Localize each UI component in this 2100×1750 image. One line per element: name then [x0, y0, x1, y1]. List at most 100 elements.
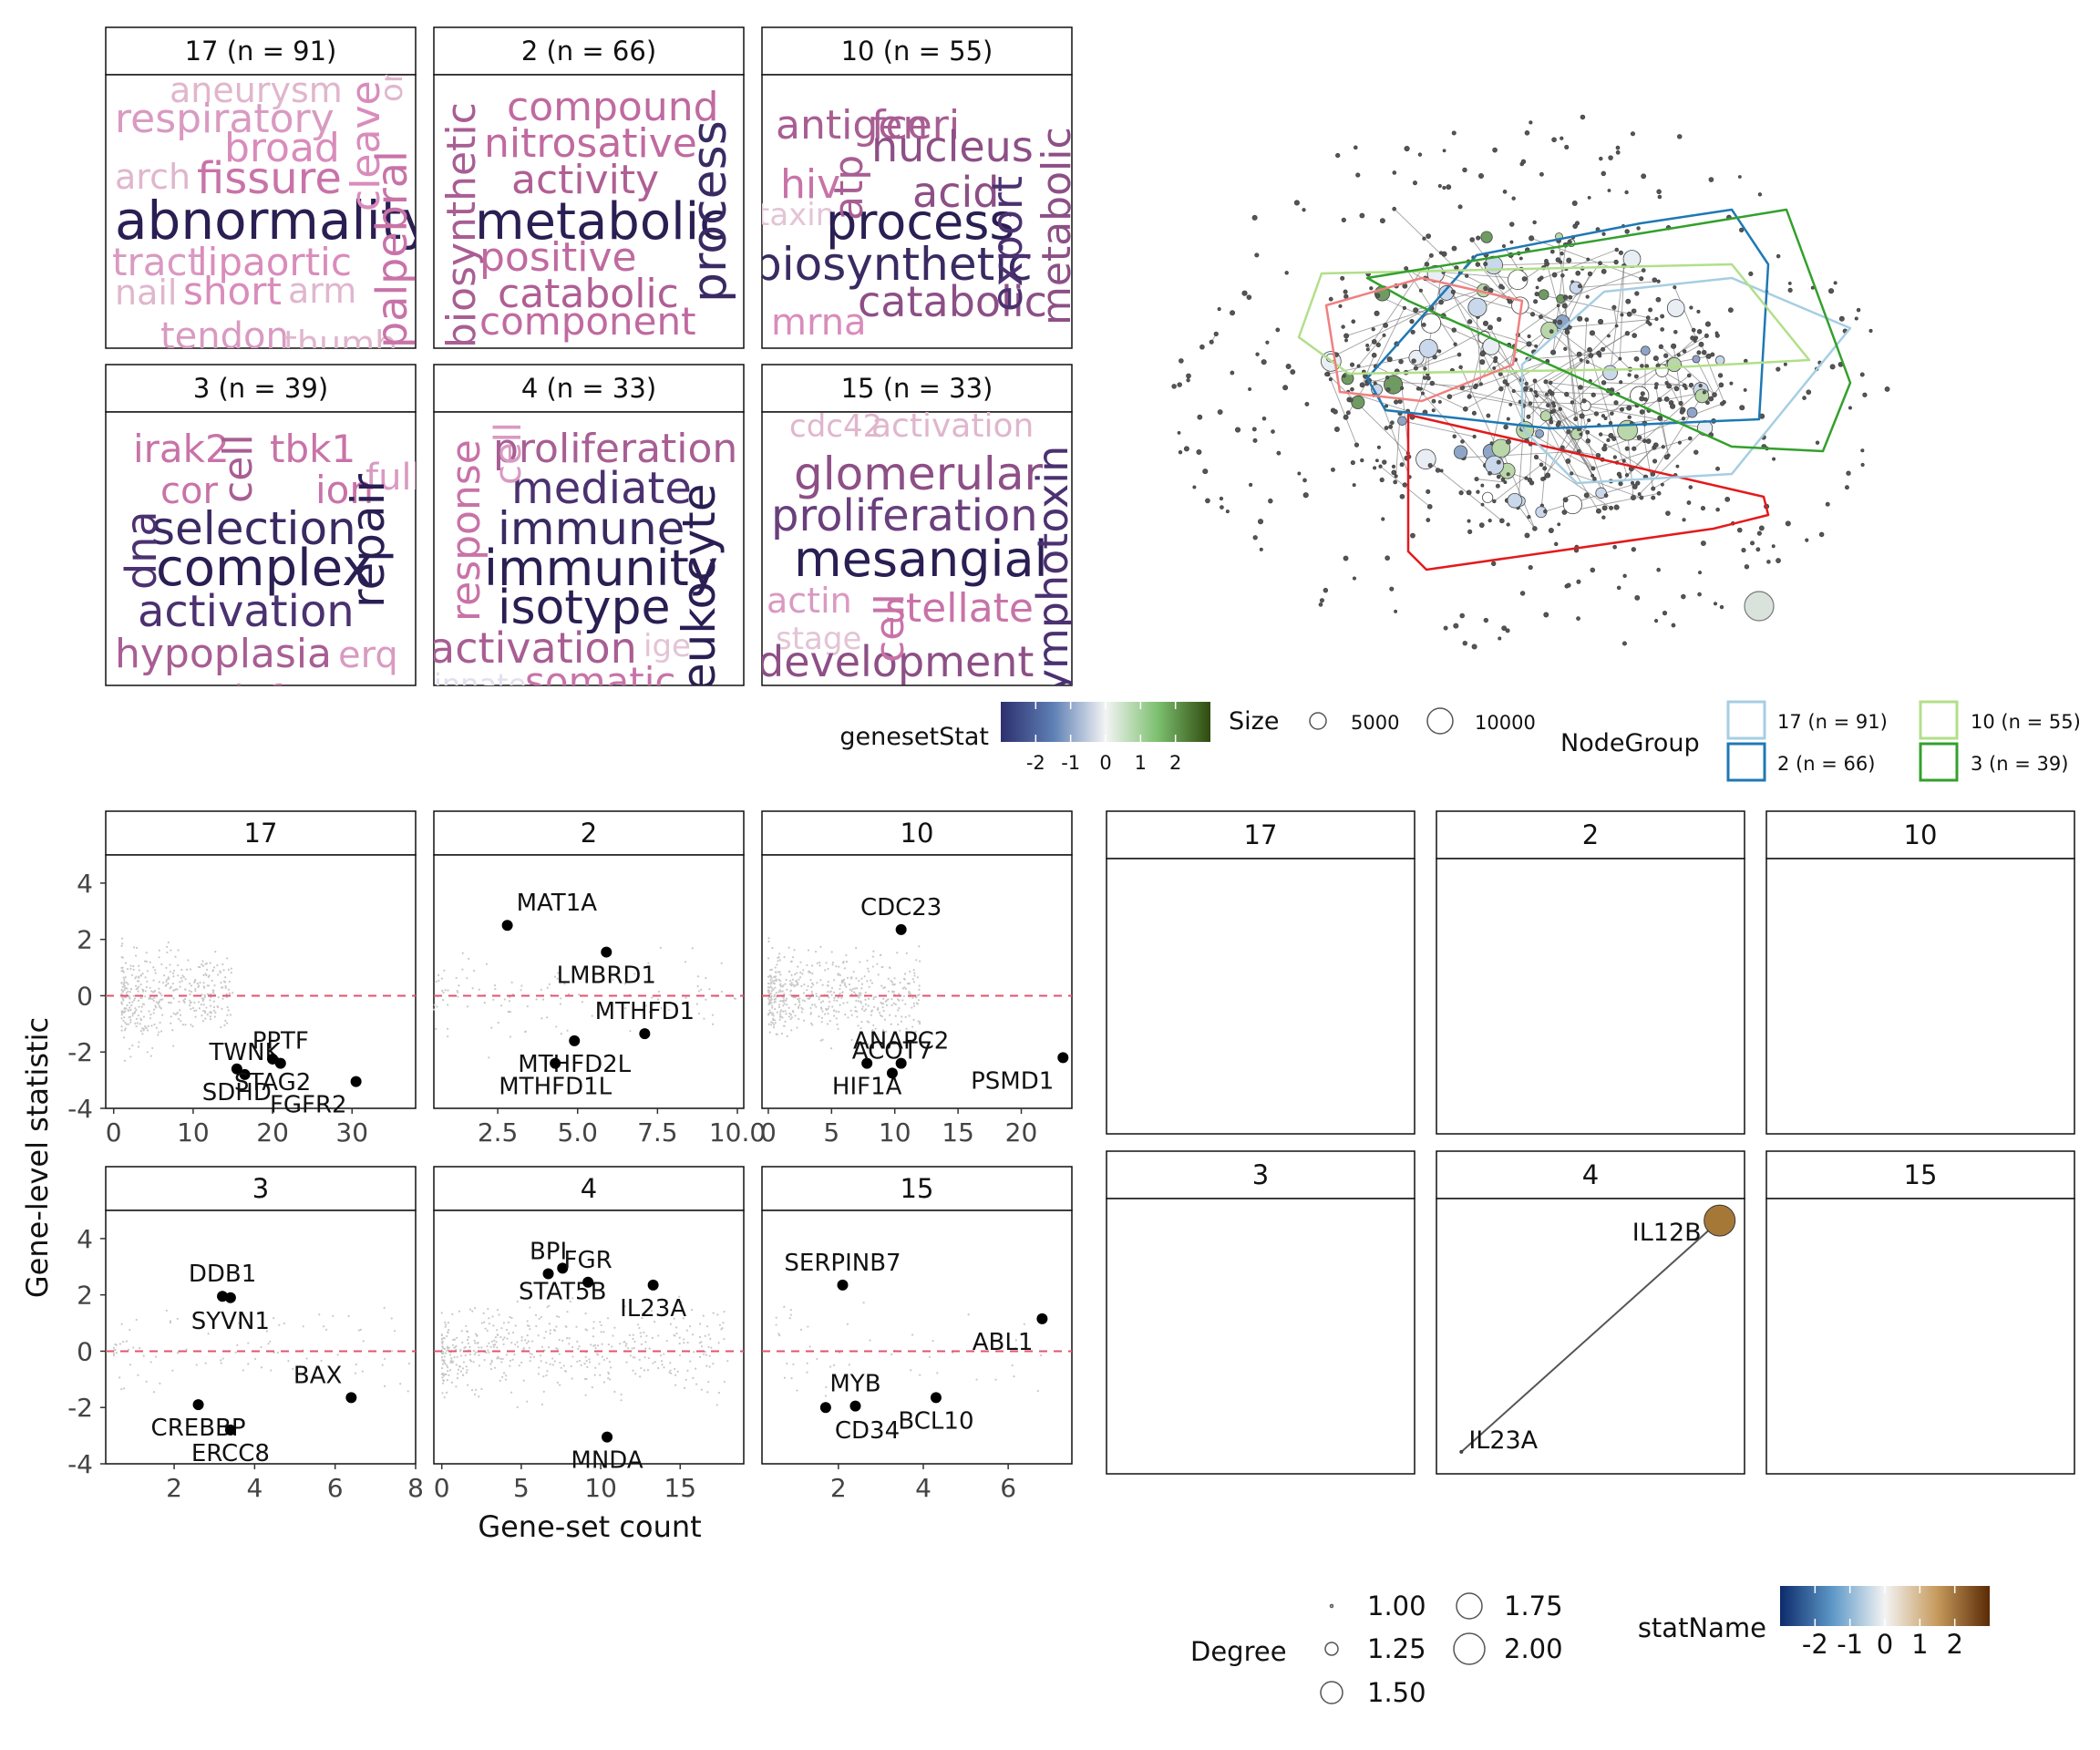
network-node [1423, 366, 1427, 371]
background-gene-point [449, 1361, 452, 1364]
labeled-gene-point [569, 1035, 581, 1046]
background-gene-point [162, 982, 165, 984]
background-gene-point [846, 1323, 849, 1325]
network-node [1544, 259, 1549, 263]
network-strip-label: 15 [1904, 1159, 1938, 1190]
background-gene-point [158, 949, 160, 952]
background-gene-point [767, 937, 770, 940]
network-node [1540, 477, 1545, 481]
background-gene-point [446, 1364, 448, 1367]
background-gene-point [704, 1334, 706, 1337]
background-gene-point [537, 1373, 540, 1375]
degree-key-1-75 [1456, 1592, 1483, 1620]
background-gene-point [665, 1340, 668, 1343]
background-gene-point [598, 1363, 601, 1365]
background-gene-point [772, 1026, 776, 1029]
network-node [1686, 407, 1698, 418]
background-gene-point [142, 1354, 145, 1357]
degree-label-1-75: 1.75 [1504, 1590, 1563, 1621]
network-node [1378, 464, 1383, 468]
background-gene-point [620, 982, 623, 984]
background-gene-point [767, 990, 770, 993]
nodegroup-key-17 [1726, 700, 1766, 740]
background-gene-point [899, 982, 901, 984]
wordcloud-strip-label: 3 (n = 39) [193, 373, 328, 404]
background-gene-point [122, 1036, 126, 1039]
background-gene-point [121, 985, 124, 988]
background-gene-point [803, 1000, 806, 1003]
background-gene-point [660, 1006, 663, 1010]
background-gene-point [883, 1018, 887, 1021]
background-gene-point [159, 1021, 161, 1024]
background-gene-point [591, 1014, 593, 1017]
background-gene-point [850, 1038, 853, 1042]
nodegroup-key-10 [1919, 700, 1959, 740]
background-gene-point [158, 987, 160, 990]
network-node [1663, 396, 1670, 402]
network-node [1199, 344, 1205, 350]
background-gene-point [473, 1393, 477, 1395]
network-node [1446, 184, 1452, 190]
wordcloud-word: process [683, 120, 737, 303]
network-node [1787, 287, 1793, 293]
background-gene-point [184, 988, 187, 991]
network-node [1595, 508, 1601, 514]
background-gene-point [807, 1325, 809, 1328]
background-gene-point [774, 1008, 777, 1011]
network-node [1708, 177, 1714, 182]
network-node [1633, 355, 1640, 362]
background-gene-point [567, 993, 571, 995]
network-node [1391, 469, 1397, 476]
x-tick-label: 15 [664, 1473, 696, 1503]
background-gene-point [850, 1014, 853, 1016]
network-node [1663, 353, 1669, 358]
network-node [1589, 330, 1596, 336]
background-gene-point [782, 1010, 785, 1013]
gene-label: PSMD1 [971, 1067, 1054, 1095]
network-node [1586, 257, 1590, 262]
network-node [1491, 438, 1511, 458]
network-node [1856, 307, 1861, 313]
background-gene-point [458, 1310, 461, 1312]
background-gene-point [152, 999, 155, 1002]
network-node [1598, 261, 1602, 266]
network-edge [1591, 333, 1631, 370]
network-node [1568, 294, 1573, 300]
network-node [1394, 609, 1398, 613]
wordcloud-body [105, 411, 417, 686]
network-node [1570, 400, 1575, 405]
network-node [1524, 130, 1530, 136]
background-gene-point [697, 1012, 701, 1015]
background-gene-point [194, 987, 197, 991]
network-node [1532, 378, 1538, 384]
background-gene-point [797, 1005, 800, 1009]
background-gene-point [633, 1340, 636, 1343]
network-node [1715, 507, 1720, 512]
network-node [1458, 489, 1464, 496]
background-gene-point [166, 978, 169, 981]
background-gene-point [571, 1345, 574, 1349]
background-gene-point [444, 989, 447, 992]
network-node [1624, 190, 1629, 195]
background-gene-point [139, 973, 142, 977]
background-gene-point [807, 949, 810, 952]
background-gene-point [778, 971, 781, 973]
gene-edge [1460, 1220, 1721, 1453]
background-gene-point [623, 1305, 626, 1308]
background-gene-point [912, 1018, 915, 1021]
background-gene-point [462, 1361, 466, 1364]
background-gene-point [864, 991, 867, 994]
wordcloud-body [433, 74, 745, 349]
network-node [1374, 458, 1379, 463]
background-gene-point [545, 1374, 548, 1377]
background-gene-point [915, 959, 918, 962]
network-node [1612, 544, 1617, 550]
background-gene-point [529, 1352, 531, 1354]
background-gene-point [211, 970, 214, 973]
background-gene-point [818, 998, 820, 1001]
background-gene-point [170, 1015, 172, 1018]
background-gene-point [774, 975, 777, 978]
background-gene-point [465, 1330, 468, 1333]
background-gene-point [157, 1031, 160, 1034]
background-gene-point [336, 1354, 339, 1356]
